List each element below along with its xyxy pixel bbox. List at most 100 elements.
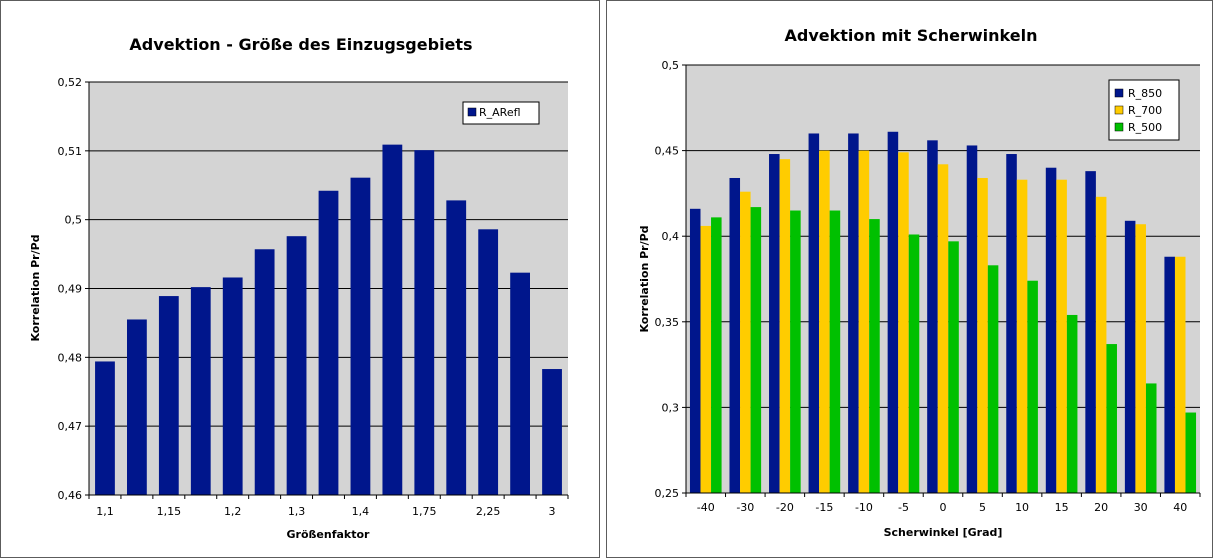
x-tick-label: -20 (776, 501, 794, 514)
bar-r-700 (1095, 196, 1107, 493)
x-tick-label: 1,1 (96, 505, 114, 518)
legend-label-r850: R_850 (1128, 87, 1162, 100)
axes (682, 64, 1201, 497)
bar-r-arefl (158, 296, 179, 495)
y-tick-labels: 0,46 0,47 0,48 0,49 0,5 0,51 0,52 (58, 76, 83, 502)
y-tick-label: 0,48 (58, 351, 83, 364)
x-tick-label: 40 (1173, 501, 1187, 514)
x-tick-label: -30 (736, 501, 754, 514)
x-tick-label: -40 (697, 501, 715, 514)
chart-panel-left: Advektion - Größe des Einzugsgebiets 0,4… (0, 0, 600, 558)
x-tick-label: 1,2 (224, 505, 242, 518)
x-tick-label: 0 (940, 501, 947, 514)
bar-r-850 (887, 131, 899, 493)
bar-r-700 (1016, 179, 1028, 494)
bar-r-arefl (478, 229, 499, 495)
bar-r-700 (1174, 256, 1186, 493)
bar-r-arefl (127, 319, 147, 495)
bar-group (95, 144, 562, 496)
chart-title: Advektion - Größe des Einzugsgebiets (129, 35, 472, 54)
y-axis-title: Korrelation Pr/Pd (638, 225, 651, 332)
bar-r-500 (750, 207, 762, 493)
y-tick-label: 0,35 (655, 316, 680, 329)
bar-r-700 (977, 177, 988, 493)
bar-r-850 (1124, 220, 1136, 494)
x-tick-label: -5 (898, 501, 909, 514)
bar-r-700 (700, 225, 712, 494)
y-tick-label: 0,4 (662, 230, 680, 243)
legend-swatch-r700 (1114, 105, 1124, 115)
bar-r-850 (1085, 171, 1096, 494)
x-tick-label: 1,3 (288, 505, 306, 518)
bar-r-850 (848, 133, 859, 494)
x-tick-label: 1,75 (412, 505, 437, 518)
bar-r-500 (1106, 344, 1117, 493)
bar-r-arefl (414, 150, 435, 495)
chart-right-svg: Advektion mit Scherwinkeln 0,250,30,350,… (638, 26, 1201, 539)
bar-r-500 (1185, 412, 1197, 493)
y-axis-title: Korrelation Pr/Pd (29, 234, 42, 341)
bar-r-850 (808, 133, 820, 494)
x-tick-labels: 1,1 1,15 1,2 1,3 1,4 1,75 2,25 3 (96, 505, 555, 518)
legend-label: R_ARefl (479, 106, 521, 119)
y-tick-label: 0,52 (58, 76, 83, 89)
bar-r-arefl (95, 361, 115, 495)
x-tick-labels: -40 -30 -20 -15 -10 -5 0 5 10 15 20 30 40 (697, 501, 1187, 514)
bar-r-arefl (510, 272, 530, 495)
x-tick-label: 15 (1055, 501, 1069, 514)
bar-r-500 (948, 241, 959, 493)
bar-r-850 (1164, 256, 1175, 493)
y-tick-label: 0,45 (655, 145, 680, 158)
y-tick-label: 0,47 (58, 420, 83, 433)
x-axis-title: Größenfaktor (287, 528, 371, 541)
chart-title: Advektion mit Scherwinkeln (785, 26, 1038, 45)
x-tick-label: 5 (979, 501, 986, 514)
y-tick-label: 0,5 (65, 214, 83, 227)
legend-label-r700: R_700 (1128, 104, 1162, 117)
y-tick-label: 0,5 (662, 59, 680, 72)
chart-left-svg: Advektion - Größe des Einzugsgebiets 0,4… (29, 35, 569, 541)
x-tick-label: 10 (1015, 501, 1029, 514)
y-tick-label: 0,25 (655, 487, 680, 500)
bar-r-700 (819, 150, 830, 493)
bar-r-500 (1145, 383, 1157, 493)
bar-group (689, 131, 1197, 494)
bar-r-850 (1006, 154, 1017, 494)
y-tick-label: 0,3 (662, 401, 680, 414)
bar-r-500 (790, 210, 801, 493)
bar-r-500 (1027, 280, 1038, 493)
bar-r-500 (1066, 314, 1078, 493)
y-tick-label: 0,49 (58, 283, 83, 296)
bar-r-850 (689, 208, 701, 494)
bar-r-arefl (350, 177, 371, 495)
x-tick-label: 3 (549, 505, 556, 518)
legend: R_850 R_700 R_500 (1108, 79, 1180, 141)
x-axis-title: Scherwinkel [Grad] (884, 526, 1003, 539)
bar-r-arefl (222, 277, 243, 495)
bar-r-700 (740, 191, 751, 494)
bar-r-850 (927, 140, 938, 493)
bar-r-700 (1056, 179, 1067, 494)
bar-r-500 (829, 210, 841, 493)
bar-r-700 (898, 152, 909, 493)
x-tick-label: 2,25 (476, 505, 501, 518)
bar-r-850 (966, 145, 978, 494)
bar-r-700 (1135, 224, 1146, 493)
legend-swatch-r500 (1114, 122, 1124, 132)
x-tick-label: 20 (1094, 501, 1108, 514)
legend-box (462, 101, 540, 125)
bar-r-arefl (382, 144, 403, 495)
x-tick-label: 30 (1134, 501, 1148, 514)
x-tick-label: -15 (815, 501, 833, 514)
x-tick-label: -10 (855, 501, 873, 514)
y-tick-label: 0,46 (58, 489, 83, 502)
x-tick-label: 1,4 (352, 505, 370, 518)
bar-r-850 (769, 154, 780, 494)
bar-r-arefl (254, 249, 275, 495)
bar-r-500 (711, 217, 722, 494)
bar-r-850 (1045, 167, 1057, 493)
legend-label-r500: R_500 (1128, 121, 1162, 134)
bar-r-500 (869, 219, 880, 493)
bar-r-700 (779, 159, 791, 493)
y-tick-labels: 0,25 0,3 0,35 0,4 0,45 0,5 (655, 59, 680, 500)
